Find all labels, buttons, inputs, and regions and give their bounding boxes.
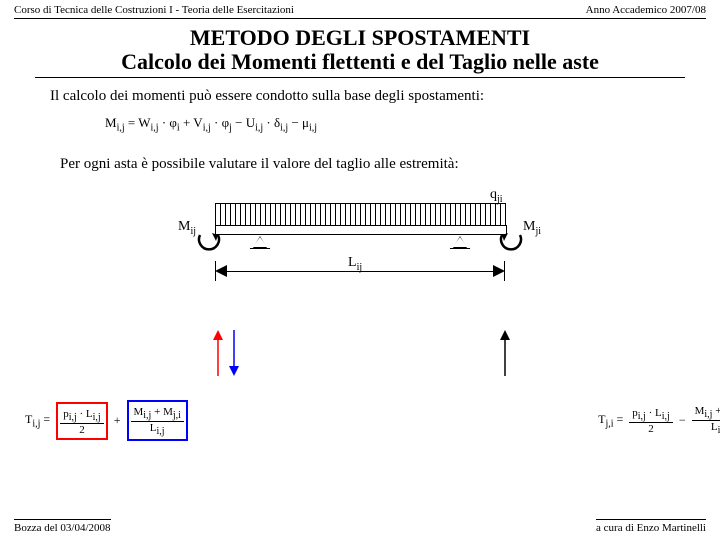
arrow-up-red	[213, 330, 223, 376]
shear-arrows	[0, 330, 720, 390]
header-row: Corso di Tecnica delle Costruzioni I - T…	[0, 0, 720, 18]
footer: Bozza del 03/04/2008 a cura di Enzo Mart…	[0, 519, 720, 534]
footer-right: a cura di Enzo Martinelli	[596, 519, 706, 534]
paragraph-2: Per ogni asta è possibile valutare il va…	[60, 156, 685, 173]
title-line-1: METODO DEGLI SPOSTAMENTI	[0, 25, 720, 51]
q-label: qji	[490, 187, 503, 205]
support-right	[453, 236, 467, 248]
moment-formula: Mi,j = Wi,j · φi + Vi,j · φj − Ui,j · δi…	[105, 115, 720, 134]
support-left	[253, 236, 267, 248]
dim-arrow-right-icon	[491, 265, 505, 277]
header-rule	[14, 18, 706, 19]
paragraph-1: Il calcolo dei momenti può essere condot…	[50, 88, 685, 105]
dim-arrow-left-icon	[215, 265, 229, 277]
shear-equations-row: Ti,j = pi,j · Li,j2 + Mi,j + Mj,iLi,j Tj…	[0, 400, 720, 441]
support-right-base	[450, 248, 470, 249]
support-left-base	[250, 248, 270, 249]
beam-diagram: qji Mij Mji Lij	[0, 183, 720, 313]
Mij-label: Mij	[178, 219, 196, 237]
title-line-2: Calcolo dei Momenti flettenti e del Tagl…	[35, 49, 685, 78]
beam	[215, 225, 507, 235]
arrow-down-blue	[229, 330, 239, 376]
header-right: Anno Accademico 2007/08	[586, 4, 706, 16]
footer-left: Bozza del 03/04/2008	[14, 519, 111, 534]
eq-Tji: Tj,i = pi,j · Li,j2 − Mi,j + Mj,iLi,j	[598, 405, 720, 436]
moment-arrow-left	[196, 231, 222, 257]
distributed-load-hatch	[215, 203, 505, 225]
Lij-label: Lij	[348, 255, 362, 273]
dim-tick-right	[504, 261, 505, 281]
arrow-up-black	[500, 330, 510, 376]
header-left: Corso di Tecnica delle Costruzioni I - T…	[14, 4, 294, 16]
eq-Tij: Ti,j = pi,j · Li,j2 + Mi,j + Mj,iLi,j	[25, 400, 188, 441]
Mji-label: Mji	[523, 219, 541, 237]
red-box: pi,j · Li,j2	[56, 402, 108, 440]
moment-arrow-right	[498, 231, 524, 257]
dim-tick-left	[215, 261, 216, 281]
blue-box: Mi,j + Mj,iLi,j	[127, 400, 188, 441]
